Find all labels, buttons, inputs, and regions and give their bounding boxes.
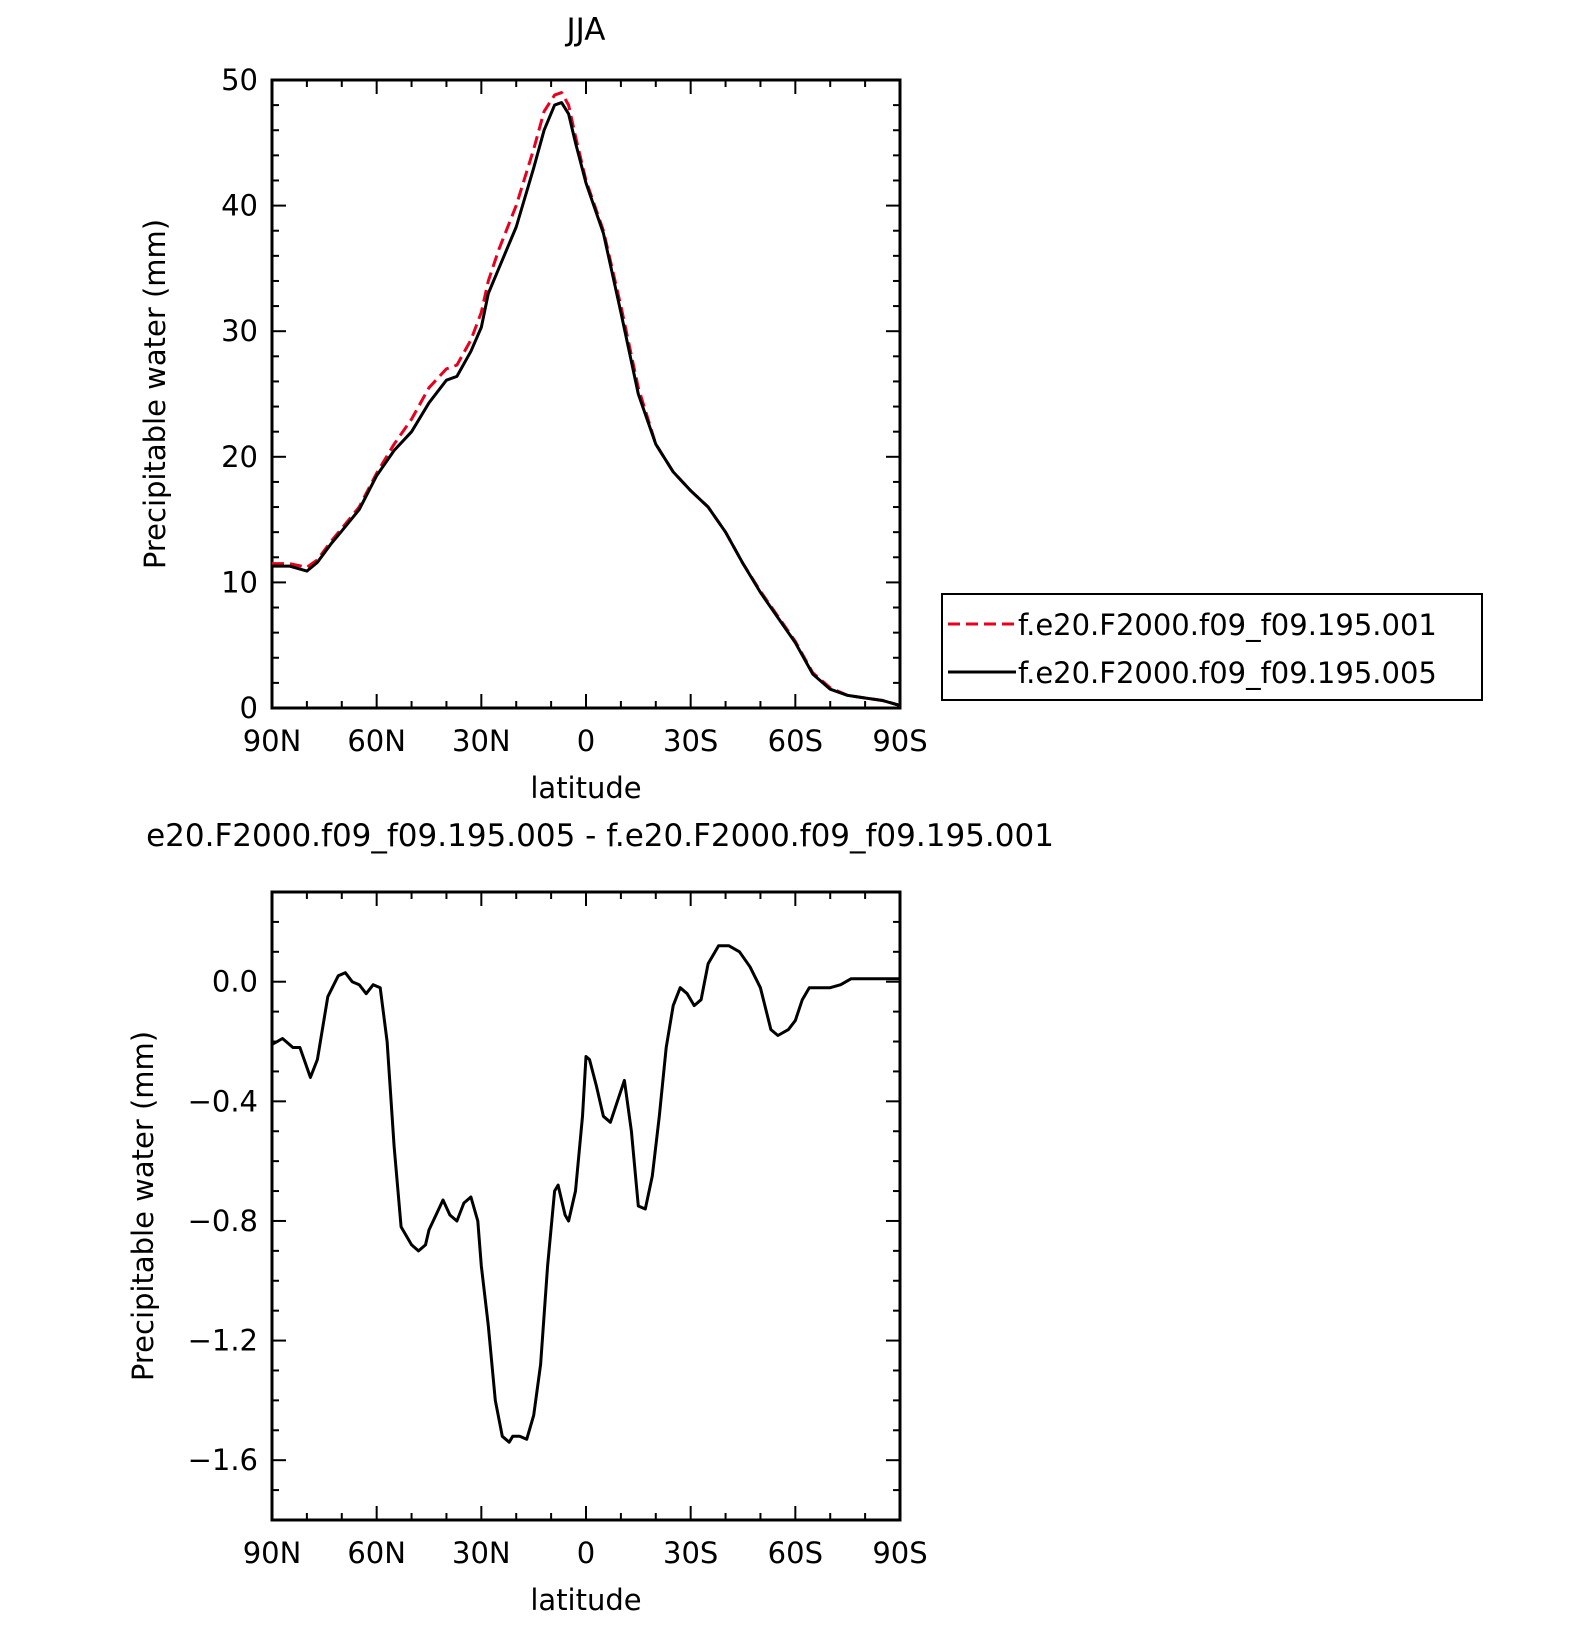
x-tick-label: 30N xyxy=(452,1536,511,1570)
y-tick-label: 0.0 xyxy=(212,965,258,999)
chart-top: JJA 90N 60N 30N 0 30S 60S 90S 0 10 20 30 40 50 latitud… xyxy=(138,12,928,805)
legend: f.e20.F2000.f09_f09.195.001 f.e20.F2000.f… xyxy=(941,593,1483,701)
x-tick-label: 30S xyxy=(663,724,718,758)
x-tick-label: 30N xyxy=(452,724,511,758)
y-tick-label: 50 xyxy=(221,63,258,97)
y-tick-label: 20 xyxy=(221,440,258,474)
chart-title: JJA xyxy=(565,12,606,48)
x-tick-label: 0 xyxy=(577,1536,595,1570)
y-tick-label: −1.2 xyxy=(188,1324,258,1358)
series-line-2 xyxy=(272,101,901,707)
x-tick-label: 60N xyxy=(347,724,406,758)
x-tick-label: 90N xyxy=(243,724,302,758)
y-tick-label: 10 xyxy=(221,565,258,599)
chart-bottom: e20.F2000.f09_f09.195.005 - f.e20.F2000.… xyxy=(126,818,1054,1617)
y-tick-label: 0 xyxy=(240,691,258,725)
legend-label-1: f.e20.F2000.f09_f09.195.001 xyxy=(1018,608,1437,642)
x-tick-label: 30S xyxy=(663,1536,718,1570)
x-axis-label: latitude xyxy=(530,1583,641,1617)
x-tick-label: 60S xyxy=(768,1536,823,1570)
legend-label-2: f.e20.F2000.f09_f09.195.005 xyxy=(1018,656,1437,690)
x-tick-label: 60N xyxy=(347,1536,406,1570)
y-axis-label: Precipitable water (mm) xyxy=(126,1031,160,1381)
y-tick-label: 30 xyxy=(221,314,258,348)
x-tick-label: 90S xyxy=(872,1536,927,1570)
y-tick-label: −0.4 xyxy=(188,1084,258,1118)
y-tick-label: −0.8 xyxy=(188,1204,258,1238)
y-tick-label: 40 xyxy=(221,189,258,223)
x-axis-label: latitude xyxy=(530,771,641,805)
chart-title: e20.F2000.f09_f09.195.005 - f.e20.F2000.… xyxy=(146,818,1054,854)
y-tick-label: −1.6 xyxy=(188,1443,258,1477)
legend-box xyxy=(941,593,1483,701)
x-tick-label: 0 xyxy=(577,724,595,758)
series-line-1 xyxy=(271,944,900,1444)
x-tick-label: 60S xyxy=(768,724,823,758)
y-axis-label: Precipitable water (mm) xyxy=(138,219,172,569)
plot-frame xyxy=(270,890,902,1522)
x-tick-label: 90S xyxy=(872,724,927,758)
x-tick-label: 90N xyxy=(243,1536,302,1570)
